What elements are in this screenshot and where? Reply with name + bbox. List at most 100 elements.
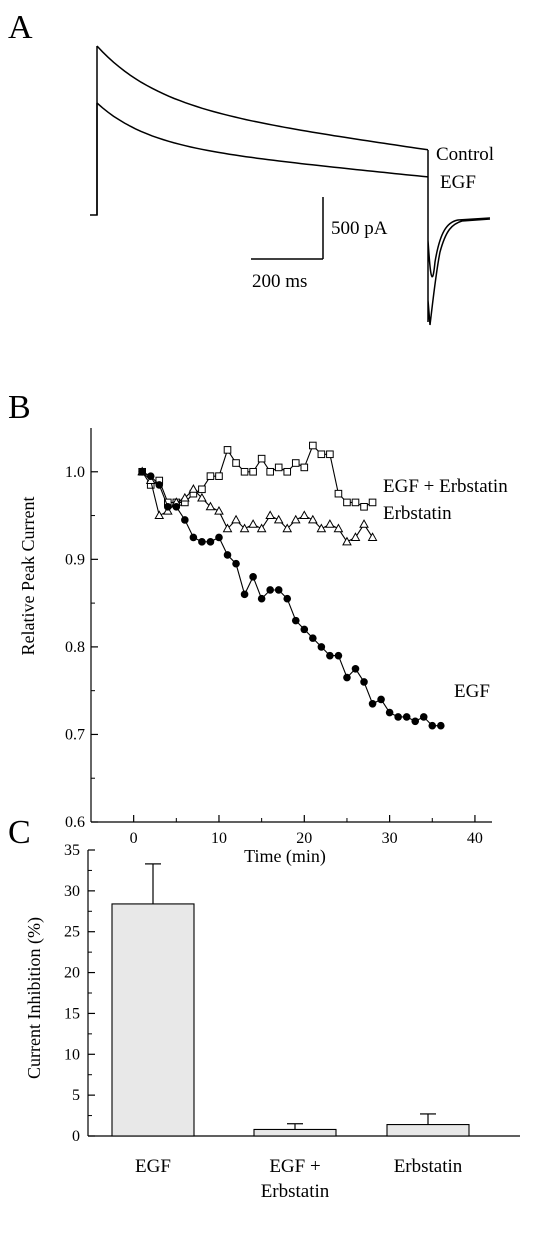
data-point — [377, 695, 385, 704]
y-tick-label: 0 — [72, 1128, 80, 1145]
data-point — [256, 523, 267, 533]
data-point — [239, 523, 250, 533]
panel-c: C 0 5 10 15 20 25 30 35 EGF EGF + Erbstatin Erbsta… — [8, 814, 520, 1202]
data-point — [307, 514, 318, 524]
data-point — [299, 510, 310, 520]
data-point — [428, 721, 437, 730]
data-point — [419, 713, 428, 721]
data-point — [206, 472, 215, 480]
data-point — [181, 516, 189, 524]
category-label: EGF + — [269, 1156, 320, 1177]
x-tick-label: 30 — [382, 830, 398, 847]
data-point — [359, 519, 369, 528]
series-1 — [137, 466, 378, 546]
y-tick-label: 10 — [64, 1046, 80, 1063]
category-label: EGF — [135, 1156, 171, 1177]
series-label-erbstatin: Erbstatin — [383, 503, 452, 524]
scale-bar-current-label: 500 pA — [331, 218, 388, 239]
y-tick-label: 30 — [64, 883, 80, 900]
data-point — [325, 519, 335, 528]
data-point — [309, 441, 317, 450]
data-point — [222, 523, 233, 533]
data-point — [343, 673, 351, 682]
y-tick-label: 1.0 — [65, 464, 85, 481]
x-tick-label: 20 — [296, 830, 312, 847]
data-point — [163, 503, 172, 511]
data-point — [231, 514, 241, 524]
trace-label-egf: EGF — [440, 172, 476, 193]
panel-b: B 0.6 0.7 0.8 0.9 1.0 0 10 20 30 40 Time (min) Re… — [8, 389, 508, 867]
data-point — [290, 514, 301, 524]
data-point — [257, 594, 266, 603]
data-point — [232, 559, 240, 568]
data-point — [154, 510, 165, 520]
y-tick-label: 20 — [64, 965, 80, 982]
data-point — [240, 467, 249, 476]
trace-egf — [96, 102, 429, 178]
data-point — [266, 586, 274, 594]
data-point — [197, 492, 207, 502]
category-label: Erbstatin — [261, 1181, 330, 1202]
tail-currents — [427, 150, 491, 326]
bar-group: EGF + Erbstatin — [253, 1123, 337, 1202]
category-label: Erbstatin — [394, 1156, 463, 1177]
data-point — [350, 532, 361, 541]
panel-b-axes: 0.6 0.7 0.8 0.9 1.0 0 10 20 30 40 — [65, 428, 492, 847]
data-point — [223, 446, 232, 454]
panel-b-x-axis-title: Time (min) — [244, 846, 326, 867]
series-label-egf: EGF — [454, 681, 490, 702]
data-point — [385, 708, 394, 717]
data-point — [188, 484, 199, 493]
data-point — [316, 523, 327, 533]
data-point — [343, 498, 351, 507]
data-point — [146, 472, 155, 480]
data-point — [300, 463, 309, 472]
panel-a-letter: A — [8, 9, 33, 46]
series-2 — [138, 467, 445, 730]
current-traces — [90, 45, 491, 326]
trace-label-control: Control — [436, 144, 494, 165]
data-point — [394, 713, 402, 721]
data-point — [368, 700, 377, 708]
y-tick-label: 0.7 — [65, 726, 85, 743]
data-point — [342, 536, 352, 546]
bar-group: EGF — [111, 863, 195, 1177]
series-line — [141, 444, 373, 508]
data-point — [411, 717, 420, 726]
y-tick-label: 35 — [64, 842, 80, 859]
data-point — [351, 498, 360, 507]
bar — [111, 903, 195, 1137]
data-point — [334, 489, 343, 498]
data-point — [215, 472, 223, 480]
data-point — [368, 498, 377, 507]
data-point — [240, 590, 249, 599]
panel-b-y-axis-title: Relative Peak Current — [18, 497, 38, 656]
data-point — [249, 573, 257, 581]
y-tick-label: 0.8 — [65, 639, 85, 656]
data-point — [351, 664, 360, 673]
data-point — [138, 467, 146, 476]
y-tick-label: 0.9 — [65, 551, 85, 568]
data-point — [282, 523, 293, 533]
panel-c-y-axis-title: Current Inhibition (%) — [24, 917, 45, 1079]
data-point — [206, 538, 215, 546]
panel-c-letter: C — [8, 814, 31, 851]
data-point — [274, 463, 283, 472]
data-point — [283, 467, 292, 476]
x-tick-label: 40 — [467, 830, 483, 847]
data-point — [367, 532, 378, 541]
data-point — [189, 533, 198, 542]
bar — [386, 1124, 470, 1137]
data-point — [248, 519, 258, 528]
data-point — [266, 467, 274, 476]
y-tick-label: 25 — [64, 924, 80, 941]
series-0 — [138, 441, 377, 511]
data-point — [334, 651, 343, 660]
data-point — [198, 485, 206, 494]
trace-onset — [90, 46, 98, 216]
trace-control — [96, 45, 429, 151]
data-point — [273, 514, 284, 524]
data-point — [317, 643, 326, 651]
data-point — [232, 459, 240, 467]
data-point — [257, 454, 266, 463]
